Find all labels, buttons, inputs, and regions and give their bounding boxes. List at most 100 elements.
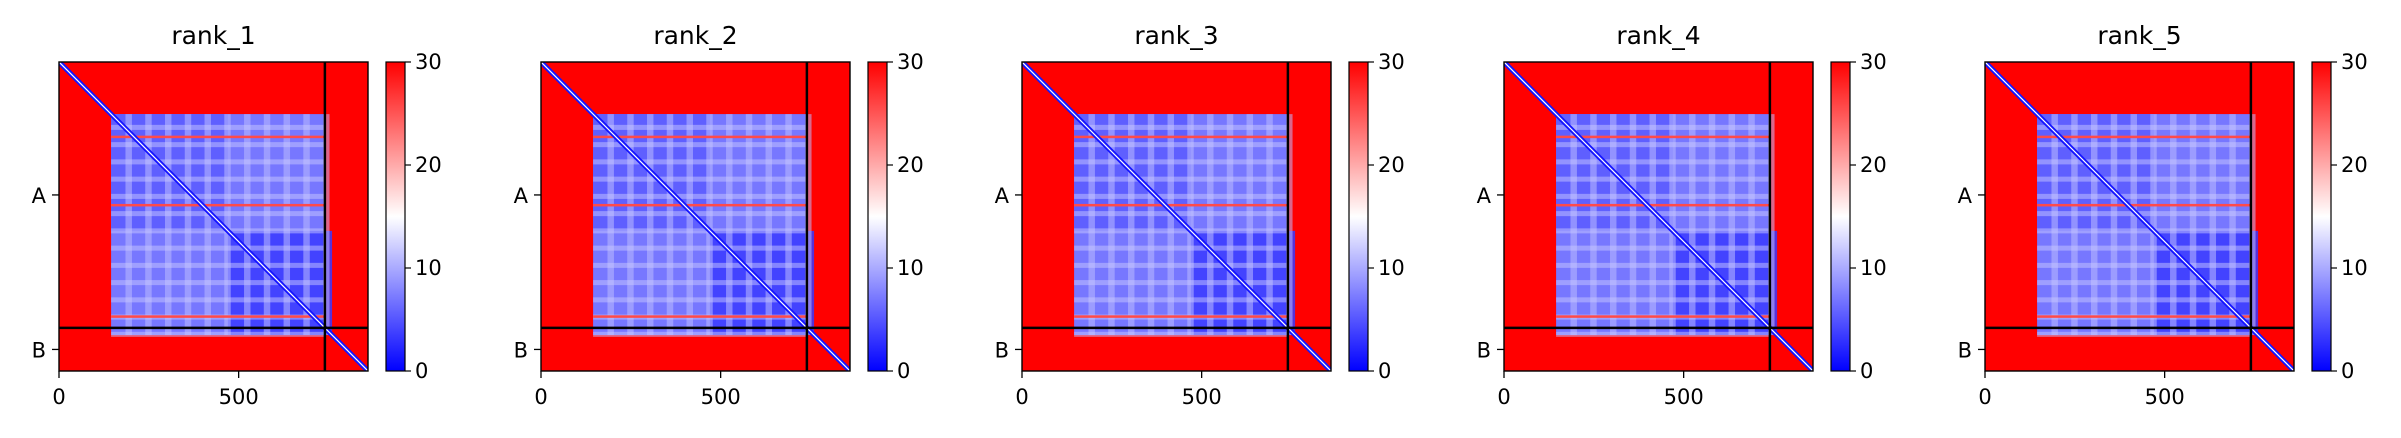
texture-band (111, 142, 325, 148)
texture-band (1768, 114, 1775, 336)
colorbar-tick-label: 30 (897, 50, 924, 74)
texture-band (1556, 262, 1770, 268)
texture-band (1074, 211, 1288, 217)
pae-heatmap (1504, 62, 1813, 371)
texture-band (111, 280, 325, 286)
texture-band (2189, 114, 2197, 336)
chart-title: rank_1 (171, 21, 255, 50)
texture-band (2037, 331, 2251, 337)
texture-band (785, 114, 792, 336)
colorbar-tick-label: 20 (897, 153, 924, 177)
texture-band (2037, 228, 2251, 234)
texture-band (1649, 114, 1656, 336)
high-error-stripe (1556, 203, 1770, 207)
texture-band (1570, 114, 1577, 336)
y-tick-label: A (1477, 184, 1492, 208)
x-tick-label: 500 (1182, 385, 1222, 409)
x-tick-label: 0 (1978, 385, 1991, 409)
colorbar-tick-label: 0 (2341, 359, 2354, 383)
colorbar (385, 61, 406, 372)
colorbar-tick-label: 10 (1378, 256, 1405, 280)
texture-band (1556, 193, 1770, 199)
x-tick-label: 500 (219, 385, 259, 409)
x-tick-label: 0 (1497, 385, 1510, 409)
high-error-stripe (111, 135, 325, 139)
colorbar-tick-label: 20 (415, 153, 442, 177)
texture-band (184, 114, 192, 336)
texture-band (1074, 176, 1288, 182)
texture-band (765, 114, 773, 336)
texture-band (111, 211, 325, 217)
high-error-stripe (2037, 203, 2251, 207)
texture-band (145, 114, 152, 336)
pae-heatmap (59, 62, 368, 371)
texture-band (2090, 114, 2098, 336)
texture-band (2130, 114, 2137, 336)
colorbar-tick-label: 10 (897, 256, 924, 280)
y-tick-label: B (32, 338, 46, 362)
texture-band (1074, 228, 1288, 234)
chart-title: rank_2 (653, 21, 737, 50)
x-tick-label: 0 (52, 385, 65, 409)
texture-band (1556, 245, 1770, 251)
y-tick-label: B (1958, 338, 1972, 362)
texture-band (303, 114, 310, 336)
high-error-stripe (593, 135, 807, 139)
texture-band (1708, 114, 1716, 336)
texture-band (593, 193, 807, 199)
texture-band (2249, 114, 2256, 336)
colorbar-tick-label: 20 (1860, 153, 1887, 177)
high-error-stripe (111, 203, 325, 207)
texture-band (2170, 114, 2177, 336)
colorbar-tick-label: 30 (1378, 50, 1405, 74)
chart-title: rank_4 (1616, 21, 1700, 50)
texture-band (1286, 114, 1293, 336)
colorbar-tick-label: 30 (415, 50, 442, 74)
plot-frame (1021, 61, 1332, 372)
texture-band (1108, 114, 1115, 336)
diagonal-highlight (59, 62, 368, 371)
texture-band (745, 114, 753, 336)
texture-band (1556, 228, 1770, 234)
texture-band (2037, 124, 2251, 130)
texture-band (1246, 114, 1254, 336)
colorbar-tick-label: 10 (2341, 256, 2368, 280)
texture-band (593, 159, 807, 165)
texture-band (2071, 114, 2078, 336)
high-error-stripe (111, 315, 325, 318)
texture-band (1556, 159, 1770, 165)
texture-band (111, 159, 325, 165)
texture-band (1669, 114, 1676, 336)
texture-band (111, 245, 325, 251)
texture-band (593, 280, 807, 286)
texture-band (2110, 114, 2118, 336)
texture-band (686, 114, 693, 336)
colorbar (1830, 61, 1851, 372)
texture-band (1556, 297, 1770, 303)
x-tick-label: 0 (1015, 385, 1028, 409)
texture-band (1187, 114, 1194, 336)
high-error-stripe (593, 203, 807, 207)
colorbar (1348, 61, 1369, 372)
texture-band (593, 245, 807, 251)
texture-band (1074, 331, 1288, 337)
chart-title: rank_3 (1134, 21, 1218, 50)
texture-band (646, 114, 654, 336)
texture-band (593, 331, 807, 337)
texture-band (706, 114, 713, 336)
texture-band (111, 331, 325, 337)
texture-band (323, 114, 330, 336)
texture-band (1147, 114, 1155, 336)
x-tick-label: 500 (701, 385, 741, 409)
texture-band (1088, 114, 1095, 336)
texture-band (607, 114, 614, 336)
texture-band (1689, 114, 1696, 336)
plot-frame (58, 61, 369, 372)
texture-band (263, 114, 271, 336)
texture-band (1074, 159, 1288, 165)
diagonal-highlight (1985, 62, 2294, 371)
texture-band (1556, 142, 1770, 148)
